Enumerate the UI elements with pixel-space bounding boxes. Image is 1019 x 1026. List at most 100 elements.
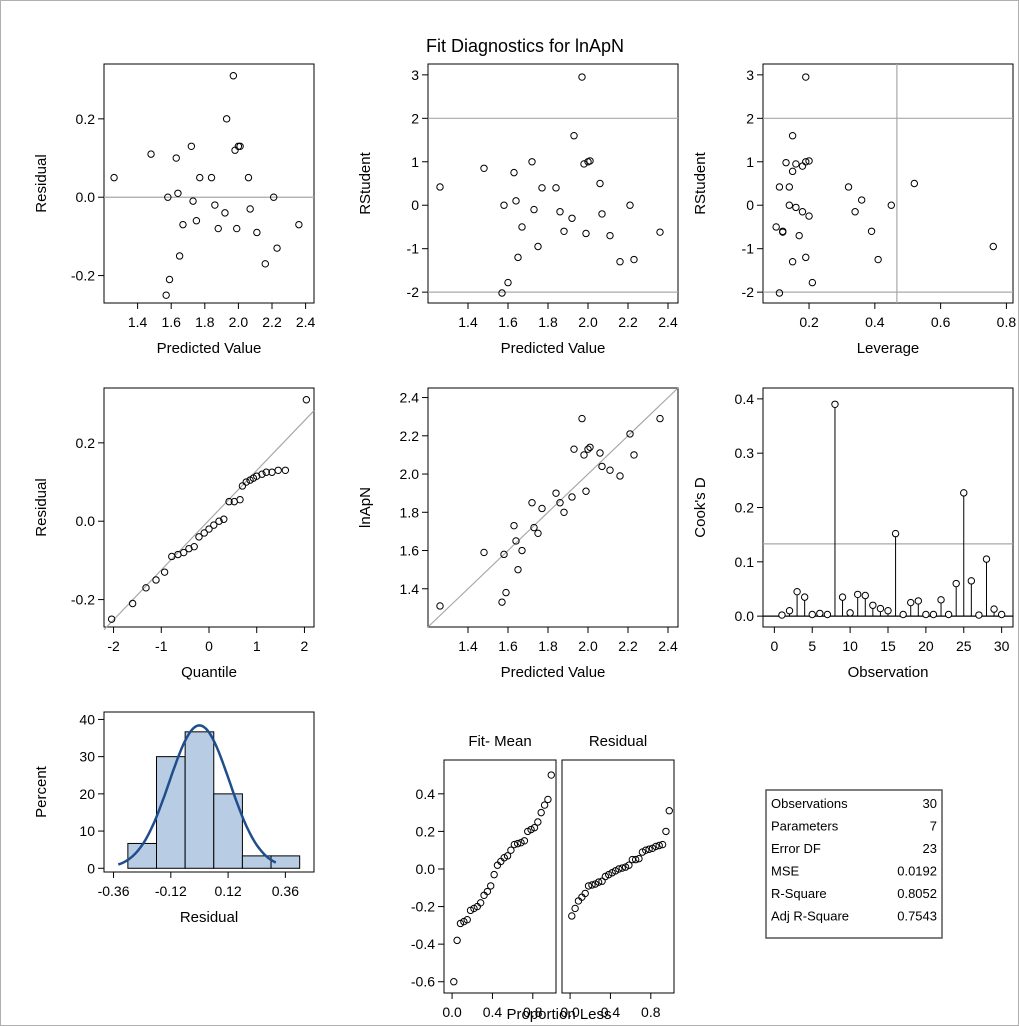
x-axis-label: Predicted Value xyxy=(501,664,606,681)
y-tick-label: 2.2 xyxy=(400,428,420,444)
cooks-d-point xyxy=(960,489,968,497)
data-point xyxy=(570,132,578,140)
data-point xyxy=(537,808,545,817)
x-axis-label: Observation xyxy=(848,664,929,681)
data-point xyxy=(520,837,529,845)
cooks-d-point xyxy=(884,607,892,615)
data-point xyxy=(190,542,198,551)
y-tick-label: 0.0 xyxy=(416,861,436,877)
x-tick-label: 1.8 xyxy=(195,314,215,330)
x-tick-label: 5 xyxy=(808,638,816,654)
x-tick-label: 0.4 xyxy=(483,1004,503,1020)
data-point xyxy=(262,468,270,476)
data-point xyxy=(172,154,180,162)
data-point xyxy=(802,73,810,81)
y-tick-label: 10 xyxy=(79,823,95,839)
data-point xyxy=(510,521,518,530)
x-tick-label: 1.8 xyxy=(538,314,558,330)
data-point xyxy=(552,184,560,192)
data-point xyxy=(246,476,254,484)
data-point xyxy=(185,544,193,553)
data-point xyxy=(534,242,542,251)
data-point xyxy=(507,846,515,854)
x-axis-label: Leverage xyxy=(857,340,920,357)
cooks-d-point xyxy=(952,579,960,588)
y-tick-label: -2 xyxy=(742,284,755,300)
y-tick-label: -0.2 xyxy=(411,899,435,915)
stat-value: 30 xyxy=(923,796,937,811)
y-tick-label: 0.0 xyxy=(76,189,96,205)
y-tick-label: 3 xyxy=(411,67,419,83)
data-point xyxy=(189,197,197,205)
data-point xyxy=(514,565,522,574)
data-point xyxy=(656,228,664,236)
data-point xyxy=(528,499,536,507)
data-point xyxy=(785,201,794,209)
data-point xyxy=(775,289,784,297)
data-point xyxy=(642,846,650,854)
data-point xyxy=(463,916,471,924)
data-point xyxy=(302,396,311,404)
histogram-bar xyxy=(184,731,215,869)
data-point xyxy=(556,499,564,507)
data-point xyxy=(165,275,174,284)
data-point xyxy=(798,208,807,216)
data-point xyxy=(174,189,182,197)
y-tick-label: 0.2 xyxy=(735,500,755,516)
x-tick-label: 0.36 xyxy=(272,883,299,899)
y-tick-label: -0.2 xyxy=(71,592,95,608)
data-point xyxy=(887,201,895,209)
cooks-d-point xyxy=(899,610,907,619)
x-axis-label: Residual xyxy=(180,909,238,926)
data-point xyxy=(530,823,539,832)
data-point xyxy=(775,183,784,191)
data-point xyxy=(844,183,853,191)
data-point xyxy=(910,179,919,188)
data-point xyxy=(253,228,261,237)
cooks-d-point xyxy=(914,597,923,605)
data-point xyxy=(187,142,196,150)
x-tick-label: 2.0 xyxy=(229,314,249,330)
y-tick-label: 0.4 xyxy=(735,391,755,407)
data-point xyxy=(160,568,169,576)
cooks-d-point xyxy=(778,611,786,619)
cooks-d-point xyxy=(838,593,847,601)
x-axis-label: Predicted Value xyxy=(157,340,262,357)
chart-residual_histogram: -0.36 -0.12 0.12 0.36 0 10 20 30 40 Residual Perce… xyxy=(33,711,315,926)
data-point xyxy=(538,184,546,192)
data-point xyxy=(200,529,208,537)
cooks-d-point xyxy=(816,609,824,618)
data-point xyxy=(795,231,803,240)
y-axis-label: Percent xyxy=(33,765,50,818)
data-point xyxy=(616,472,624,480)
data-point xyxy=(630,255,638,264)
data-point xyxy=(652,842,660,851)
data-point xyxy=(518,546,526,555)
cooks-d-point xyxy=(891,529,900,538)
histogram-bar xyxy=(156,756,186,869)
data-point xyxy=(586,443,594,451)
y-tick-label: 2.4 xyxy=(400,390,420,406)
y-tick-label: 1.8 xyxy=(400,504,420,520)
x-tick-label: 1.6 xyxy=(498,638,518,654)
data-point xyxy=(238,482,247,490)
data-point xyxy=(625,861,633,869)
x-tick-label: 2.0 xyxy=(578,314,598,330)
cooks-d-point xyxy=(929,610,938,619)
y-tick-label: -0.6 xyxy=(411,974,435,990)
data-point xyxy=(518,223,526,231)
y-tick-label: 30 xyxy=(79,749,95,765)
y-tick-label: -1 xyxy=(407,241,420,257)
data-point xyxy=(788,258,797,266)
data-point xyxy=(588,881,596,889)
cooks-d-point xyxy=(967,577,976,585)
x-tick-label: -1 xyxy=(155,638,168,654)
plot-frame xyxy=(427,387,679,628)
data-point xyxy=(244,173,253,182)
data-point xyxy=(584,882,593,890)
y-tick-label: 20 xyxy=(79,786,95,802)
x-tick-label: 25 xyxy=(956,638,972,654)
y-tick-label: 0 xyxy=(411,197,419,213)
data-point xyxy=(598,462,606,471)
cooks-d-point xyxy=(990,605,998,613)
